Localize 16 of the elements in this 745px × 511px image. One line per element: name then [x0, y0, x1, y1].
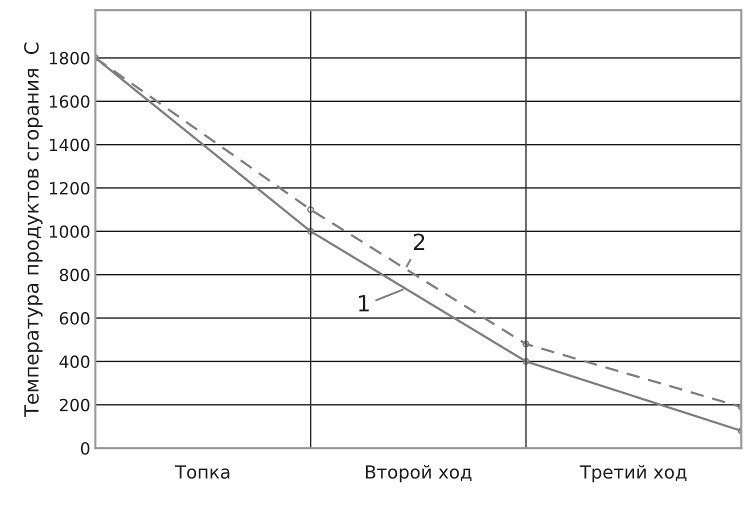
x-tick-label: Топка [175, 465, 230, 479]
x-tick-label: Третий ход [580, 464, 686, 482]
y-tick-label: 600 [60, 312, 90, 325]
x-tick-label: Второй ход [366, 464, 472, 482]
y-axis-title: Температура продуктов сгорания С [24, 42, 43, 417]
y-tick-label: 400 [60, 355, 90, 368]
series-label: 2 [414, 233, 424, 250]
y-tick-label: 200 [60, 398, 90, 412]
y-tick-label: 1000 [50, 225, 90, 238]
y-tick-label: 800 [60, 268, 90, 282]
legend-label: 1 [359, 295, 369, 312]
y-tick-label: 1400 [50, 138, 90, 152]
y-tick-label: 1200 [50, 182, 90, 195]
y-tick-label: 1800 [50, 52, 90, 64]
y-tick-label: 1600 [50, 95, 90, 108]
y-tick-label: 0 [80, 442, 90, 455]
